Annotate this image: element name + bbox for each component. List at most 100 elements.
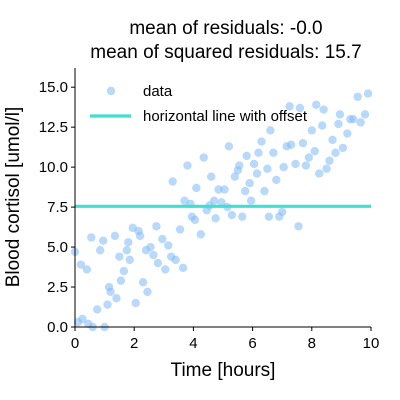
data-point: [136, 232, 144, 240]
data-point: [287, 141, 295, 149]
y-axis-label: Blood cortisol [umol/l]: [3, 107, 24, 288]
data-point: [331, 149, 339, 157]
data-points: [71, 89, 372, 331]
data-point: [279, 163, 287, 171]
data-point: [111, 232, 119, 240]
data-point: [152, 222, 160, 230]
data-point: [220, 185, 228, 193]
data-point: [235, 161, 243, 169]
data-point: [278, 208, 286, 216]
data-point: [294, 222, 302, 230]
x-tick-label: 10: [363, 335, 380, 352]
data-point: [87, 233, 95, 241]
data-point: [343, 129, 351, 137]
data-point: [154, 259, 162, 267]
data-point: [353, 93, 361, 101]
data-point: [192, 184, 200, 192]
y-tick-label: 12.5: [39, 119, 68, 136]
x-tick-label: 2: [130, 335, 138, 352]
data-point: [322, 165, 330, 173]
data-point: [325, 157, 333, 165]
legend-marker-data: [107, 87, 115, 95]
legend: data horizontal line with offset: [90, 83, 308, 125]
data-point: [302, 161, 310, 169]
data-point: [191, 216, 199, 224]
data-point: [311, 147, 319, 155]
data-point: [176, 225, 184, 233]
data-point: [99, 236, 107, 244]
data-point: [328, 136, 336, 144]
data-point: [265, 212, 273, 220]
data-point: [146, 243, 154, 251]
data-point: [361, 110, 369, 118]
x-axis-label: Time [hours]: [171, 360, 276, 381]
data-point: [299, 139, 307, 147]
data-point: [171, 256, 179, 264]
data-point: [112, 294, 120, 302]
data-point: [291, 160, 299, 168]
y-tick-label: 15.0: [39, 79, 68, 96]
data-point: [336, 110, 344, 118]
data-point: [260, 187, 268, 195]
data-point: [241, 187, 249, 195]
data-point: [269, 149, 277, 157]
data-point: [318, 121, 326, 129]
y-tick-label: 10.0: [39, 159, 68, 176]
data-point: [96, 246, 104, 254]
data-point: [257, 137, 265, 145]
data-point: [272, 176, 280, 184]
data-point: [305, 153, 313, 161]
data-point: [126, 256, 134, 264]
legend-label: data: [143, 83, 173, 100]
data-point: [228, 211, 236, 219]
data-point: [247, 196, 255, 204]
data-point: [139, 278, 147, 286]
data-point: [164, 241, 172, 249]
data-point: [93, 305, 101, 313]
data-point: [245, 179, 253, 187]
x-tick-label: 8: [308, 335, 316, 352]
data-point: [143, 288, 151, 296]
data-point: [356, 118, 364, 126]
x-axis-ticks: 0 2 4 6 8 10: [71, 327, 380, 352]
data-point: [266, 126, 274, 134]
y-axis-ticks: 0.0 2.5 5.0 7.5 10.0 12.5 15.0: [39, 79, 75, 336]
data-point: [254, 149, 262, 157]
data-point: [210, 196, 218, 204]
y-tick-label: 2.5: [47, 279, 68, 296]
legend-label: horizontal line with offset: [143, 108, 308, 125]
data-point: [83, 265, 91, 273]
data-point: [312, 101, 320, 109]
data-point: [115, 252, 123, 260]
data-point: [103, 300, 111, 308]
data-point: [315, 169, 323, 177]
chart-title-line-1: mean of residuals: -0.0: [129, 18, 322, 39]
x-tick-label: 0: [71, 335, 79, 352]
data-point: [161, 265, 169, 273]
data-point: [179, 264, 187, 272]
data-point: [263, 165, 271, 173]
data-point: [364, 89, 372, 97]
data-point: [168, 177, 176, 185]
x-tick-label: 6: [248, 335, 256, 352]
data-point: [131, 299, 139, 307]
x-tick-label: 4: [189, 335, 197, 352]
data-point: [124, 238, 132, 246]
data-point: [106, 288, 114, 296]
data-point: [238, 212, 246, 220]
data-point: [211, 214, 219, 222]
data-point: [117, 276, 125, 284]
data-point: [123, 246, 131, 254]
data-point: [149, 251, 157, 259]
y-tick-label: 5.0: [47, 239, 68, 256]
chart-title-line-2: mean of squared residuals: 15.7: [90, 42, 361, 63]
data-point: [207, 173, 215, 181]
data-point: [339, 144, 347, 152]
data-point: [334, 120, 342, 128]
data-point: [319, 105, 327, 113]
data-point: [250, 160, 258, 168]
data-point: [200, 153, 208, 161]
data-point: [349, 115, 357, 123]
y-tick-label: 7.5: [47, 199, 68, 216]
